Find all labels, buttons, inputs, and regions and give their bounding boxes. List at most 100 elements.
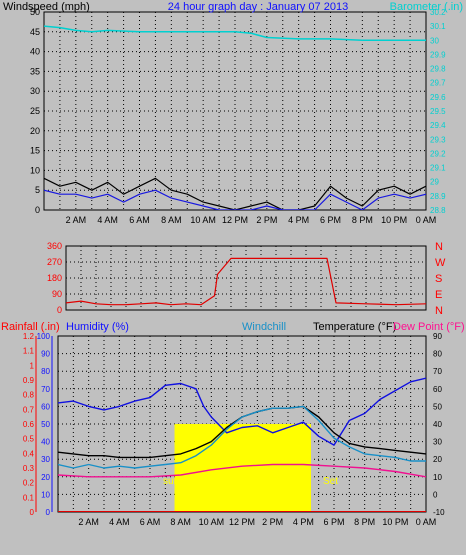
hour-tick-label: 10 PM [381,215,407,225]
temperature-tick-label: 20 [433,455,442,464]
rainfall-axis-label: Rainfall (.in) [1,321,60,333]
windchill-axis-label: Windchill [242,321,286,333]
hour-tick-label: 6 AM [129,215,150,225]
compass-tick-label: N [435,241,443,253]
direction-tick-label: 270 [47,257,62,267]
barometer-tick-label: 29.6 [430,93,446,102]
tick-labels: 0510152025303540455028.828.92929.129.229… [23,7,446,527]
humidity-tick-label: 80 [41,367,50,376]
rainfall-tick-label: 0.9 [23,376,35,385]
windspeed-axis-label: Windspeed (mph) [3,1,90,13]
hour-tick-label: 0 AM [416,517,437,527]
hour-tick-label: 6 PM [320,215,341,225]
hour-tick-label: 4 AM [97,215,118,225]
rainfall-tick-label: 0.2 [23,479,35,488]
rainfall-tick-label: 0.8 [23,391,35,400]
sunrise-annotation: sun rise [163,476,198,487]
rainfall-tick-label: 0.6 [23,420,35,429]
humidity-tick-label: 70 [41,385,50,394]
temperature-tick-label: 50 [433,402,442,411]
compass-tick-label: N [435,305,443,317]
humidity-tick-label: 50 [41,420,50,429]
barometer-tick-label: 29 [430,178,439,187]
humidity-tick-label: 100 [37,332,51,341]
direction-tick-label: 180 [47,273,62,283]
wind-tick-label: 35 [30,66,40,76]
hour-tick-label: 6 PM [323,517,344,527]
rainfall-tick-label: 0.1 [23,493,35,502]
hour-tick-label: 0 AM [416,215,437,225]
rainfall-tick-label: 0.4 [23,449,35,458]
barometer-tick-label: 29.5 [430,107,446,116]
humidity-tick-label: 60 [41,402,50,411]
sunshine-fill [174,424,311,512]
temperature-tick-label: 70 [433,367,442,376]
barometer-tick-label: 30.2 [430,8,446,17]
barometer-tick-label: 30.1 [430,22,446,31]
dewpoint-axis-label: Dew Point (°F) [393,321,465,333]
hour-tick-label: 10 PM [382,517,408,527]
humidity-tick-label: 20 [41,473,50,482]
wind-tick-label: 20 [30,126,40,136]
series-wind-direction [66,257,426,306]
hour-tick-label: 10 AM [190,215,216,225]
temperature-tick-label: 0 [433,490,438,499]
barometer-tick-label: 29.4 [430,121,446,130]
barometer-tick-label: 28.8 [430,206,446,215]
direction-tick-label: 0 [57,305,62,315]
rainfall-tick-label: 1.2 [23,332,35,341]
barometer-tick-label: 29.9 [430,50,446,59]
rainfall-tick-label: 0.7 [23,405,35,414]
temperature-tick-label: 30 [433,438,442,447]
hour-tick-label: 8 AM [161,215,182,225]
barometer-tick-label: 28.9 [430,192,446,201]
hour-tick-label: 10 AM [199,517,225,527]
series-wind-gust [44,177,426,210]
compass-tick-label: S [435,273,442,285]
barometer-tick-label: 29.3 [430,135,446,144]
temperature-tick-label: 80 [433,350,442,359]
series-lines [44,25,426,512]
compass-tick-label: W [435,257,446,269]
hour-tick-label: 12 PM [229,517,255,527]
humidity-tick-label: 0 [46,508,51,517]
wind-tick-label: 0 [35,205,40,215]
humidity-axis-label: Humidity (%) [66,321,129,333]
hour-tick-label: 2 PM [262,517,283,527]
series-windchill [58,405,426,469]
wind-tick-label: 25 [30,106,40,116]
rainfall-tick-label: 0.5 [23,435,35,444]
direction-tick-label: 90 [52,289,62,299]
rainfall-tick-label: 1 [30,361,35,370]
compass-tick-label: E [435,289,442,301]
temperature-tick-label: 10 [433,473,442,482]
humidity-tick-label: 10 [41,490,50,499]
barometer-tick-label: 29.7 [430,79,446,88]
hour-tick-label: 8 AM [170,517,191,527]
barometer-tick-label: 29.2 [430,149,446,158]
hour-tick-label: 4 PM [288,215,309,225]
humidity-tick-label: 30 [41,455,50,464]
wind-tick-label: 5 [35,185,40,195]
humidity-tick-label: 40 [41,438,50,447]
hour-tick-label: 2 PM [256,215,277,225]
rainfall-tick-label: 0 [30,508,35,517]
direction-tick-label: 360 [47,241,62,251]
series-barometer [44,25,426,42]
wind-tick-label: 10 [30,165,40,175]
graph-title: 24 hour graph day : January 07 2013 [168,1,348,13]
sunset-annotation: Set [323,476,338,487]
barometer-tick-label: 29.8 [430,65,446,74]
barometer-tick-label: 30 [430,36,439,45]
temperature-tick-label: 90 [433,332,442,341]
wind-tick-label: 50 [30,7,40,17]
rainfall-tick-label: 0.3 [23,464,35,473]
temperature-tick-label: 40 [433,420,442,429]
humidity-tick-label: 90 [41,350,50,359]
hour-tick-label: 4 PM [293,517,314,527]
hour-tick-label: 2 AM [78,517,99,527]
sunshine-bar [174,424,311,512]
series-wind-average [44,189,426,210]
